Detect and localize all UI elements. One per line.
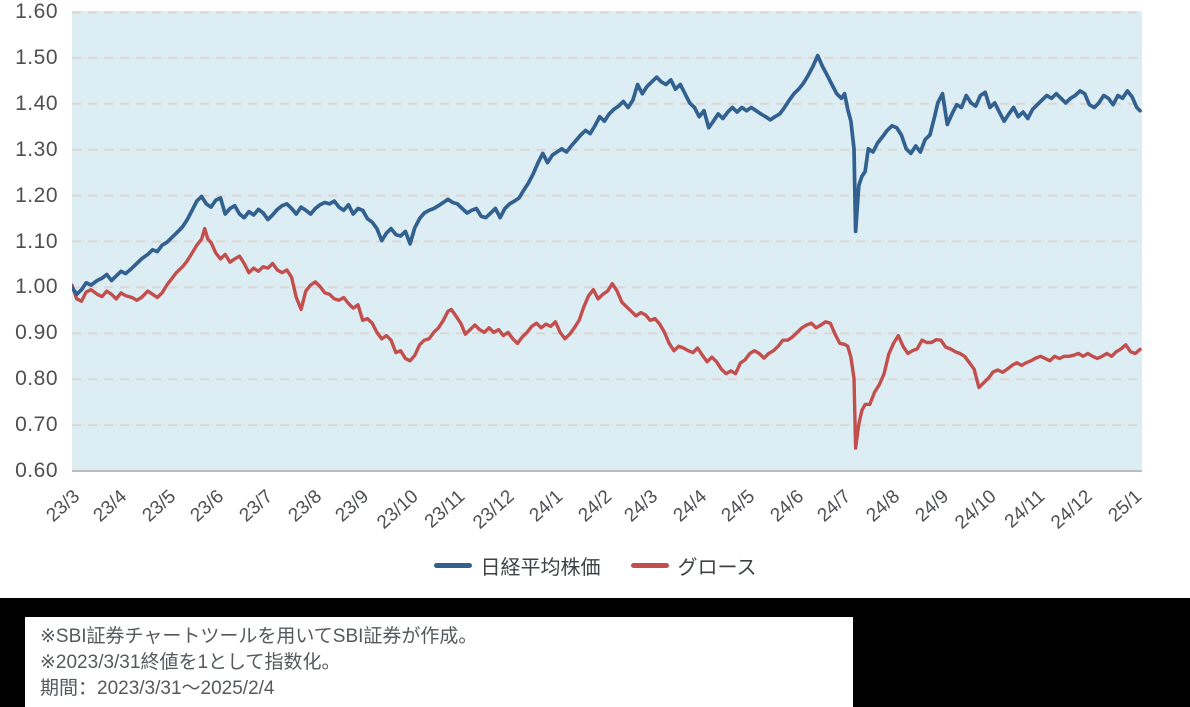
note-indexing: ※2023/3/31終値を1として指数化。 [40,652,341,673]
y-axis-label: 1.40 [15,91,58,115]
y-axis-label: 1.10 [15,229,58,253]
source-note-box: ※SBI証券チャートツールを用いてSBI証券が作成。 ※2023/3/31終値を… [25,617,853,707]
y-axis-label: 0.70 [15,413,58,437]
x-axis-label: 24/6 [766,486,808,527]
legend-label-nikkei: 日経平均株価 [480,556,601,579]
y-axis-label: 1.00 [15,275,58,299]
x-axis-label: 23/9 [331,486,374,527]
x-axis-label: 24/7 [813,486,856,527]
legend-item-nikkei: 日経平均株価 [433,551,601,580]
x-axis-label: 23/12 [469,486,519,534]
x-axis-label: 23/11 [421,486,470,533]
y-axis-label: 1.50 [15,45,58,69]
x-axis-label: 25/1 [1104,486,1146,527]
plot-area [72,11,1142,472]
series-line-growth [72,226,1142,450]
x-axis-label: 24/1 [525,486,568,527]
x-axis-label: 24/12 [1047,486,1097,534]
y-axis-label: 1.60 [15,0,58,23]
x-axis-label: 24/4 [669,486,712,527]
x-axis-label: 23/8 [284,486,326,527]
x-axis-label: 23/6 [186,486,228,527]
x-axis-label: 24/9 [911,486,953,527]
legend-label-growth: グロース [677,556,757,579]
y-axis-label: 1.30 [15,137,58,161]
y-axis-label: 0.90 [15,321,58,345]
x-axis-label: 23/10 [372,486,423,534]
x-axis-label: 24/2 [574,486,617,527]
series-line-nikkei [72,53,1142,297]
footer-strip: ※SBI証券チャートツールを用いてSBI証券が作成。 ※2023/3/31終値を… [0,598,1190,707]
x-axis-label: 24/3 [620,486,663,527]
y-axis-label: 0.60 [15,459,58,482]
x-axis-label: 23/7 [235,486,277,527]
chart-canvas [72,11,1142,450]
y-axis-label: 1.20 [15,183,58,207]
nikkei-line-swatch-icon [433,562,472,568]
y-axis-label: 0.80 [15,367,58,391]
x-axis-label: 24/11 [1001,486,1050,533]
x-axis-label: 23/5 [138,486,181,527]
x-axis-label: 24/10 [951,486,1001,534]
x-axis-label: 23/4 [89,486,132,527]
growth-line-swatch-icon [630,562,669,568]
x-axis-label: 24/5 [717,486,759,527]
note-period: 期間：2023/3/31～2025/2/4 [40,678,275,699]
legend: 日経平均株価 グロース [0,550,1190,580]
x-axis-label: 23/3 [42,486,85,527]
legend-item-growth: グロース [630,551,757,580]
x-axis-label: 24/8 [862,486,905,527]
note-source: ※SBI証券チャートツールを用いてSBI証券が作成。 [40,626,478,647]
